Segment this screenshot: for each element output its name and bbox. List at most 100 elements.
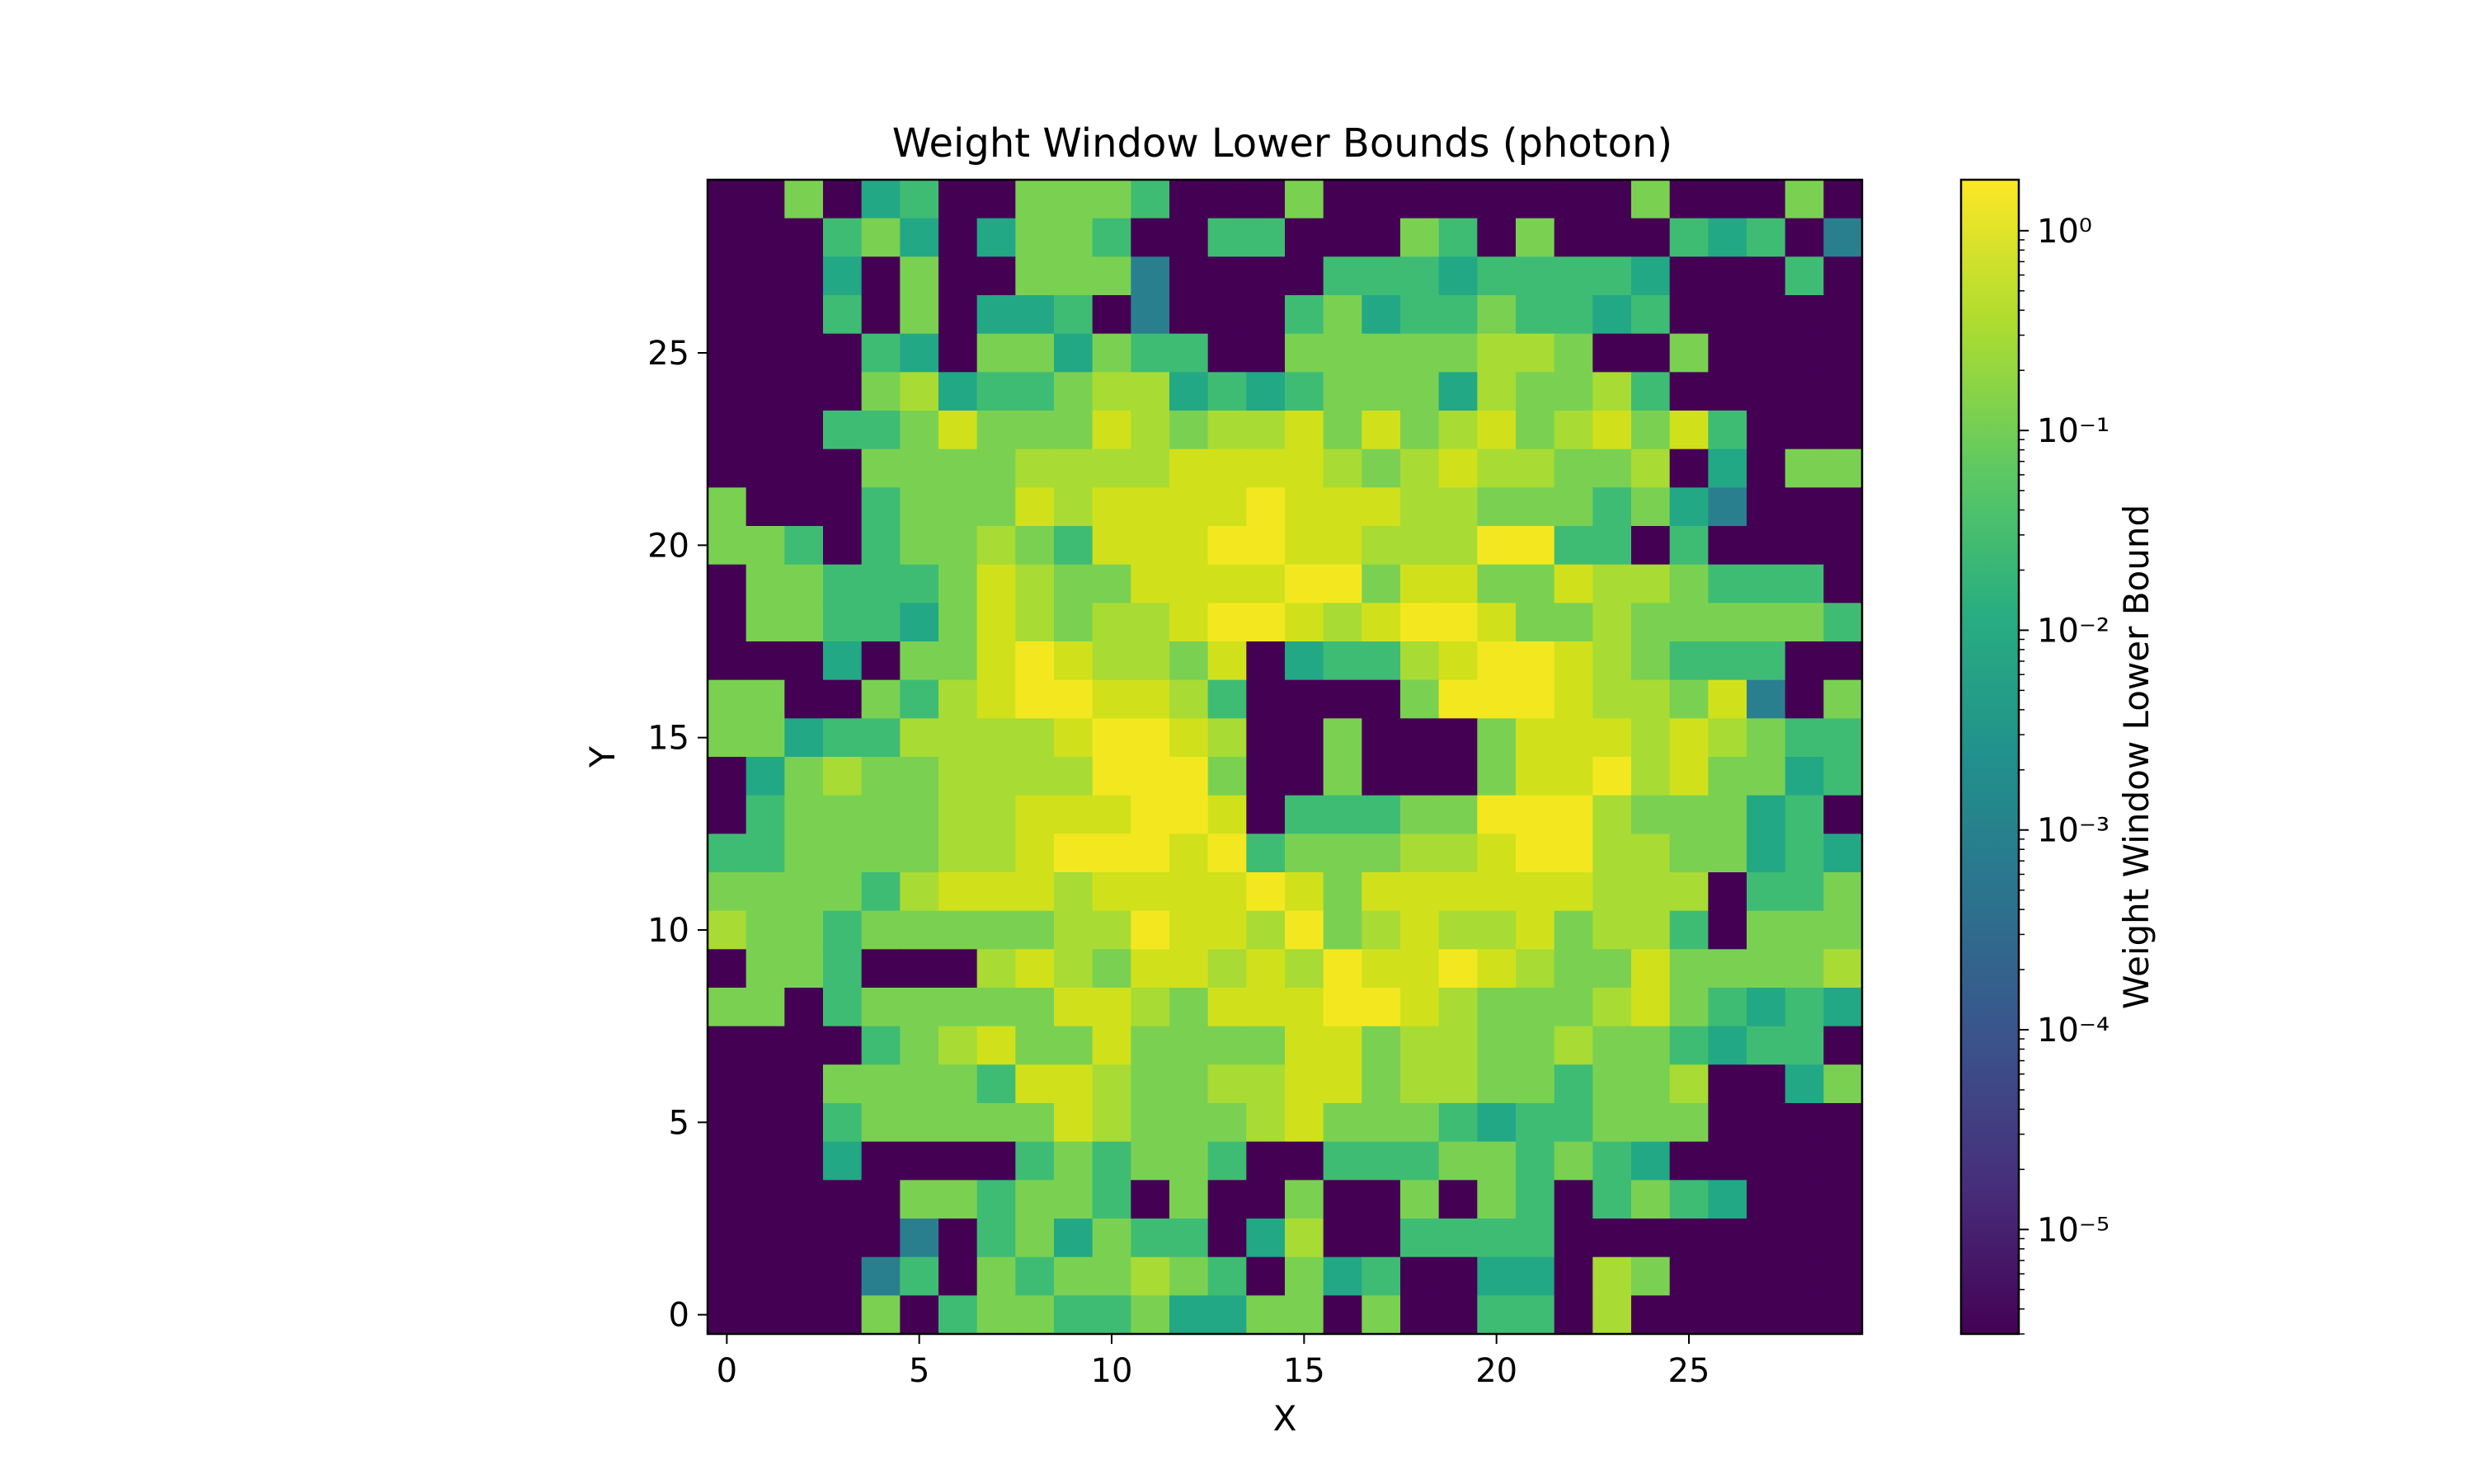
heatmap-cell — [823, 872, 863, 912]
heatmap-cell — [1169, 834, 1209, 873]
heatmap-cell — [1438, 910, 1478, 950]
heatmap-cell — [1362, 910, 1401, 950]
x-axis-ticks: 0 5 10 15 20 25 — [717, 1334, 1710, 1390]
heatmap-cell — [1516, 834, 1555, 873]
heatmap-cell — [1823, 757, 1863, 796]
heatmap-cell — [1785, 834, 1824, 873]
heatmap-cell — [861, 834, 901, 873]
heatmap-cell — [1362, 1219, 1401, 1258]
heatmap-cell — [1054, 1026, 1094, 1065]
heatmap-cell — [900, 218, 939, 257]
heatmap-cell — [1708, 1180, 1747, 1219]
heatmap-cell — [1554, 372, 1593, 411]
heatmap-cell — [1362, 603, 1401, 642]
heatmap-cell — [784, 988, 824, 1027]
heatmap-cell — [1131, 448, 1170, 488]
heatmap-cell — [1285, 1256, 1324, 1296]
heatmap-cell — [1708, 526, 1747, 566]
heatmap-cell — [861, 1256, 901, 1296]
heatmap-cell — [1823, 1064, 1863, 1104]
heatmap-cell — [1516, 910, 1555, 950]
heatmap-cell — [1592, 949, 1632, 989]
heatmap-cell — [1785, 411, 1824, 450]
heatmap-cell — [1477, 372, 1517, 411]
heatmap-cell — [1516, 603, 1555, 642]
heatmap-cell — [1477, 679, 1517, 719]
heatmap-cell — [1246, 256, 1286, 296]
heatmap-cell — [1747, 180, 1786, 219]
heatmap-cell — [1477, 949, 1517, 989]
heatmap-cell — [938, 1180, 978, 1219]
heatmap-cell — [1285, 1103, 1324, 1143]
heatmap-cell — [1823, 487, 1863, 527]
heatmap-cell — [1092, 988, 1131, 1027]
heatmap-cell — [1207, 988, 1247, 1027]
heatmap-cell — [976, 564, 1016, 603]
heatmap-cell — [1554, 834, 1593, 873]
heatmap-cell — [1169, 256, 1209, 296]
heatmap-cell — [1207, 180, 1247, 219]
heatmap-cell — [1438, 526, 1478, 566]
heatmap-cell — [1823, 1141, 1863, 1181]
heatmap-cell — [1747, 910, 1786, 950]
heatmap-cell — [1631, 641, 1671, 681]
heatmap-cell — [1323, 988, 1362, 1027]
heatmap-cell — [1477, 834, 1517, 873]
heatmap-cell — [1823, 295, 1863, 335]
heatmap-cell — [1438, 372, 1478, 411]
heatmap-cell — [1169, 333, 1209, 373]
heatmap-cell — [1092, 1256, 1131, 1296]
heatmap-cell — [1054, 526, 1094, 566]
heatmap-cell — [1285, 834, 1324, 873]
heatmap-cell — [1131, 372, 1170, 411]
heatmap-cell — [1823, 795, 1863, 834]
heatmap-cell — [1708, 1026, 1747, 1065]
heatmap-cell — [1554, 1219, 1593, 1258]
heatmap-cell — [1400, 872, 1440, 912]
heatmap-cell — [1092, 949, 1131, 989]
heatmap-cell — [1246, 295, 1286, 335]
heatmap-cell — [1438, 448, 1478, 488]
heatmap-cell — [1246, 180, 1286, 219]
heatmap-cell — [708, 448, 747, 488]
heatmap-cell — [976, 679, 1016, 719]
heatmap-cell — [1516, 1064, 1555, 1104]
heatmap-cell — [1207, 641, 1247, 681]
heatmap-cell — [1592, 1026, 1632, 1065]
heatmap-cell — [1785, 295, 1824, 335]
heatmap-cell — [900, 641, 939, 681]
heatmap-cell — [745, 910, 785, 950]
heatmap-cell — [1169, 1219, 1209, 1258]
heatmap-cell — [784, 949, 824, 989]
heatmap-cell — [1438, 757, 1478, 796]
heatmap-cell — [1092, 641, 1131, 681]
heatmap-cell — [1669, 679, 1709, 719]
heatmap-cell — [1207, 1141, 1247, 1181]
heatmap-cell — [784, 641, 824, 681]
heatmap-cell — [861, 526, 901, 566]
heatmap-cell — [1631, 487, 1671, 527]
heatmap-cell — [1400, 1064, 1440, 1104]
heatmap-cell — [1054, 949, 1094, 989]
heatmap-cell — [1400, 295, 1440, 335]
heatmap-cell — [1054, 795, 1094, 834]
heatmap-cell — [1323, 1256, 1362, 1296]
heatmap-cells — [708, 180, 1863, 1335]
heatmap-cell — [1747, 1256, 1786, 1296]
heatmap-cell — [1631, 1256, 1671, 1296]
heatmap-cell — [1516, 1219, 1555, 1258]
heatmap-cell — [1169, 372, 1209, 411]
heatmap-cell — [1092, 1295, 1131, 1335]
heatmap-cell — [900, 256, 939, 296]
heatmap-cell — [900, 1219, 939, 1258]
heatmap-cell — [708, 757, 747, 796]
heatmap-cell — [861, 795, 901, 834]
heatmap-cell — [1131, 641, 1170, 681]
heatmap-cell — [1708, 564, 1747, 603]
heatmap-cell — [1631, 834, 1671, 873]
heatmap-cell — [1631, 411, 1671, 450]
heatmap-cell — [1747, 1180, 1786, 1219]
heatmap-cell — [1785, 910, 1824, 950]
heatmap-cell — [1823, 1026, 1863, 1065]
heatmap-cell — [1362, 1295, 1401, 1335]
